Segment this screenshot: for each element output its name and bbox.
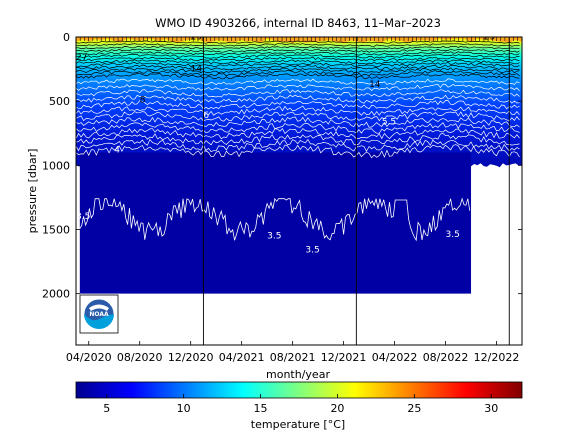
x-tick-label: 08/2021 bbox=[270, 351, 316, 364]
isotherm-line bbox=[76, 122, 520, 134]
y-axis-label: pressure [dbar] bbox=[26, 149, 39, 234]
x-tick-label: 08/2022 bbox=[423, 351, 469, 364]
colorbar-label: temperature [°C] bbox=[251, 418, 345, 431]
isotherm-line bbox=[76, 67, 520, 74]
profile-markers bbox=[76, 37, 522, 41]
contour-label: 3.5 bbox=[76, 212, 90, 222]
isotherm-line bbox=[76, 78, 520, 86]
isotherm-line bbox=[76, 72, 520, 80]
isotherm-line bbox=[76, 94, 520, 104]
isotherm-line bbox=[76, 59, 520, 65]
y-tick-label: 0 bbox=[63, 31, 70, 44]
contour-label: 3.5 bbox=[267, 231, 281, 241]
colorbar-tick-label: 10 bbox=[177, 402, 191, 415]
noaa-logo: NOAA bbox=[79, 294, 119, 334]
isotherm-line bbox=[76, 56, 520, 62]
y-axis: 0 500 1000 1500 2000 bbox=[42, 31, 522, 301]
isotherm-line bbox=[76, 89, 520, 98]
contour-labels: 29 29 27 14 14 8 6 5.5 4 3.5 3.5 3.5 3.5 bbox=[76, 33, 496, 256]
isotherm-line bbox=[76, 53, 520, 59]
isotherm-line bbox=[76, 111, 520, 122]
isotherm-line bbox=[76, 100, 520, 110]
isotherm-line bbox=[76, 62, 520, 68]
x-tick-label: 12/2022 bbox=[474, 351, 520, 364]
y-tick-label: 1500 bbox=[42, 224, 70, 237]
x-tick-label: 12/2021 bbox=[321, 351, 367, 364]
isotherm-line bbox=[76, 83, 520, 92]
x-axis-label: month/year bbox=[266, 368, 330, 381]
colorbar-tick-label: 25 bbox=[407, 402, 421, 415]
contour-label: 27 bbox=[76, 53, 87, 63]
colorbar-tick-label: 20 bbox=[330, 402, 344, 415]
contour-label: 3.5 bbox=[305, 246, 319, 256]
contour-label: 29 bbox=[191, 33, 203, 43]
isotherm-line bbox=[76, 48, 520, 53]
isotherm-line bbox=[76, 70, 520, 77]
contour-label: 14 bbox=[369, 80, 381, 90]
isotherm-line bbox=[76, 64, 520, 71]
isotherm-line bbox=[76, 105, 520, 116]
colorbar-tick-label: 30 bbox=[484, 402, 498, 415]
y-tick-label: 2000 bbox=[42, 288, 70, 301]
y-tick-label: 500 bbox=[49, 95, 70, 108]
isotherm-line bbox=[76, 43, 520, 47]
colorbar-tick-label: 5 bbox=[103, 402, 110, 415]
isotherm-line bbox=[76, 116, 520, 128]
isotherm-line-3.5 bbox=[79, 197, 471, 242]
x-axis: 04/2020 08/2020 12/2020 04/2021 08/2021 12/20… bbox=[66, 341, 519, 364]
plot-frame bbox=[75, 36, 523, 346]
colorbar bbox=[75, 381, 523, 399]
isotherm-line bbox=[76, 45, 520, 50]
noaa-logo-text: NOAA bbox=[89, 311, 109, 318]
temperature-field-deep bbox=[79, 152, 472, 294]
chart-title: WMO ID 4903266, internal ID 8463, 11–Mar… bbox=[155, 16, 441, 30]
isotherm-line bbox=[76, 138, 520, 153]
isotherm-line bbox=[76, 144, 520, 159]
colorbar-ticks: 5 10 15 20 25 30 bbox=[103, 394, 498, 415]
y-tick-label: 1000 bbox=[42, 159, 70, 172]
contour-label: 4 bbox=[114, 146, 120, 156]
isotherm-line bbox=[76, 133, 520, 146]
contour-label: 6 bbox=[203, 111, 209, 121]
contour-label: 14 bbox=[191, 65, 203, 75]
plot-area: 29 29 27 14 14 8 6 5.5 4 3.5 3.5 3.5 3.5 bbox=[76, 33, 522, 345]
isotherm-line bbox=[76, 40, 520, 44]
contour-label: 8 bbox=[140, 95, 146, 105]
x-tick-label: 12/2020 bbox=[168, 351, 214, 364]
colorbar-tick-label: 15 bbox=[254, 402, 268, 415]
isotherm-contours bbox=[76, 40, 520, 242]
x-tick-label: 04/2020 bbox=[66, 351, 112, 364]
x-tick-label: 08/2020 bbox=[117, 351, 163, 364]
year-boundary-lines bbox=[202, 37, 510, 345]
isotherm-line bbox=[76, 51, 520, 56]
x-tick-label: 04/2021 bbox=[219, 351, 265, 364]
contour-label: 29 bbox=[484, 33, 496, 43]
contour-label: 3.5 bbox=[446, 230, 460, 240]
isotherm-line bbox=[76, 128, 520, 140]
contour-label: 5.5 bbox=[382, 117, 396, 127]
x-tick-label: 04/2022 bbox=[372, 351, 418, 364]
